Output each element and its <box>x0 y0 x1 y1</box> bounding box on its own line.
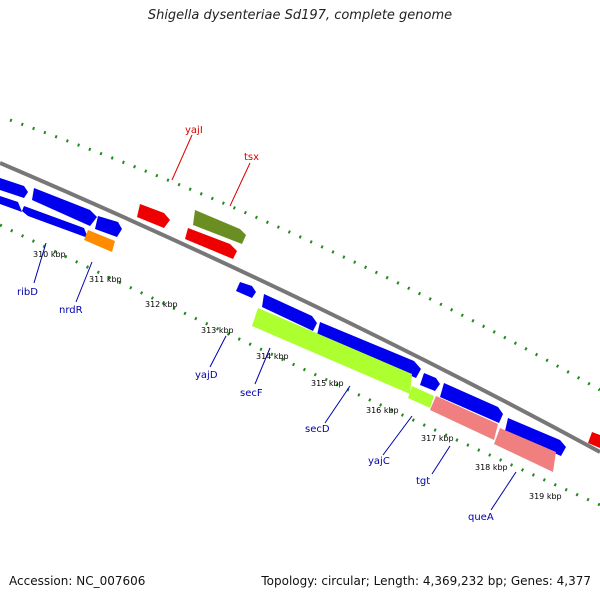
gene-label-yajC[interactable]: yajC <box>368 456 390 467</box>
gene-arrow <box>236 282 256 298</box>
gene-label-secF[interactable]: secF <box>240 388 263 399</box>
genome-backbone <box>0 161 600 454</box>
scale-label: 315 kbp <box>311 379 344 388</box>
gene-arrow <box>420 373 440 391</box>
gene-label-queA[interactable]: queA <box>468 512 494 523</box>
gene-arrow-lime <box>252 308 412 394</box>
gene-arrow-orange <box>84 230 115 252</box>
accession-text: Accession: NC_007606 <box>9 574 146 588</box>
gene-arrow <box>32 188 97 226</box>
gene-arrow-red <box>185 228 237 259</box>
scale-label: 311 kbp <box>89 275 122 284</box>
gene-arrow <box>0 178 28 198</box>
scale-labels: 310 kbp 311 kbp 312 kbp 313 kbp 314 kbp … <box>33 250 562 501</box>
gene-arrow <box>22 206 88 238</box>
gene-label-yajD[interactable]: yajD <box>195 370 218 381</box>
gene-arrow-red <box>137 204 170 228</box>
forward-strand-genes <box>0 178 600 456</box>
gene-arrow-lime <box>408 386 434 408</box>
gene-label-secD[interactable]: secD <box>305 424 330 435</box>
gene-arrow <box>262 294 317 331</box>
gene-arrow <box>0 196 22 212</box>
scale-label: 318 kbp <box>475 463 508 472</box>
gene-arrow <box>95 216 122 237</box>
gene-labels: ribD nrdR yajD secF secD yajC tgt queA y… <box>17 125 494 523</box>
topology-info-text: Topology: circular; Length: 4,369,232 bp… <box>261 574 591 588</box>
outer-tick-ring <box>9 118 600 392</box>
gene-arrow <box>505 418 566 456</box>
gene-arrow <box>440 383 503 423</box>
gene-label-yajI[interactable]: yajI <box>185 125 203 136</box>
label-leader-lines <box>33 134 517 511</box>
gene-arrow-red <box>588 432 600 448</box>
scale-label: 316 kbp <box>366 406 399 415</box>
gene-label-tsx[interactable]: tsx <box>244 152 259 163</box>
scale-label: 314 kbp <box>256 352 289 361</box>
gene-arrow <box>317 322 421 378</box>
gene-arrow-pink <box>430 396 498 440</box>
gene-label-tgt[interactable]: tgt <box>416 476 430 487</box>
gene-arrow-pink <box>494 428 556 472</box>
map-title: Shigella dysenteriae Sd197, complete gen… <box>147 8 453 23</box>
scale-label: 313 kbp <box>201 326 234 335</box>
scale-label: 317 kbp <box>421 434 454 443</box>
scale-label: 312 kbp <box>145 300 178 309</box>
scale-label: 319 kbp <box>529 492 562 501</box>
scale-label: 310 kbp <box>33 250 66 259</box>
gene-arrow-olive <box>193 210 246 244</box>
gene-label-ribD[interactable]: ribD <box>17 287 38 298</box>
gene-label-nrdR[interactable]: nrdR <box>59 305 83 316</box>
reverse-strand-genes <box>0 196 556 472</box>
